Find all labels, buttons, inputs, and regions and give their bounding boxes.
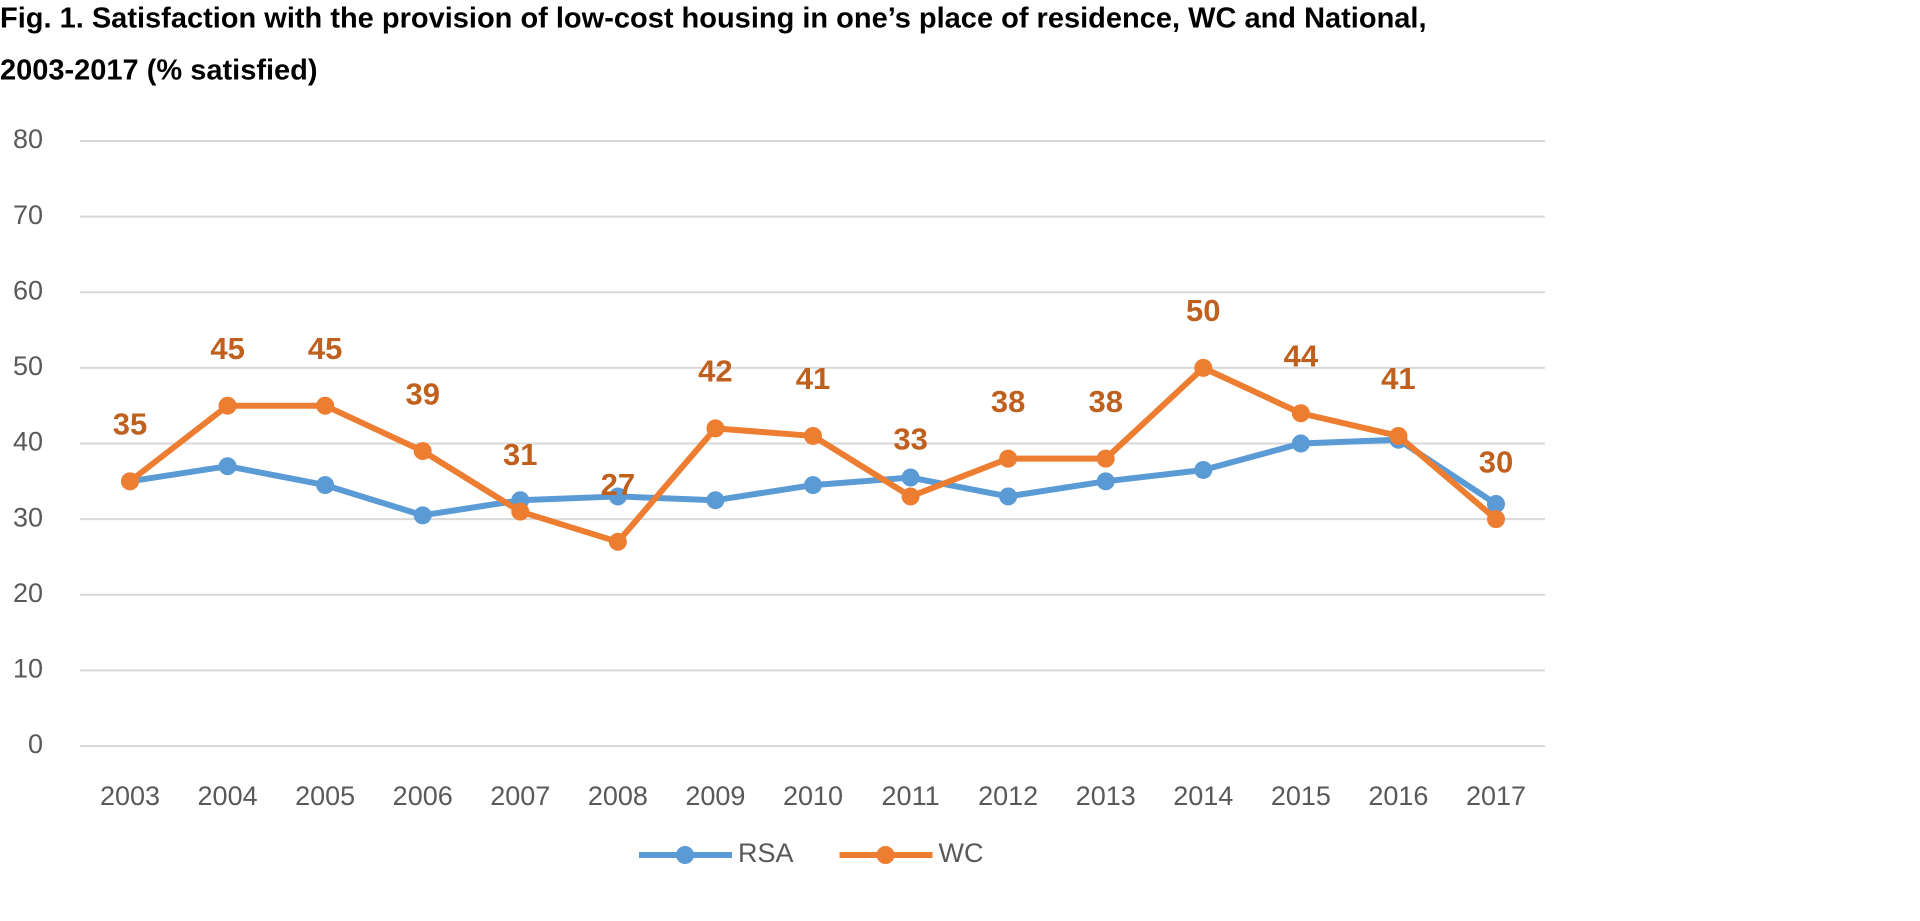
point [121,472,139,491]
point [999,487,1018,506]
point [706,419,725,438]
data-label: 38 [991,384,1025,419]
y-tick-label: 30 [13,502,43,532]
data-label: 45 [210,331,244,366]
legend-label: WC [939,838,984,868]
data-label: 38 [1088,384,1122,419]
point [413,506,432,525]
data-label: 45 [308,331,342,366]
point [218,457,237,476]
point [1194,358,1213,377]
y-tick-label: 80 [13,124,43,154]
y-tick-label: 20 [13,578,43,608]
point [316,396,335,415]
point [1291,404,1310,423]
legend-marker [676,846,694,864]
data-label: 27 [601,467,635,502]
y-tick-label: 10 [13,654,43,684]
legend-label: RSA [738,838,794,868]
point [804,426,822,445]
x-tick-label: 2008 [588,781,648,811]
x-tick-label: 2006 [393,781,453,811]
point [1194,460,1213,479]
data-label: 41 [1381,361,1415,396]
point [218,396,237,415]
x-tick-label: 2010 [783,781,843,811]
point [1096,449,1115,468]
x-tick-label: 2004 [198,781,258,811]
point [413,442,432,461]
y-tick-label: 40 [13,427,43,457]
data-label: 50 [1186,293,1220,328]
data-label: 35 [113,407,147,442]
x-tick-label: 2005 [295,781,355,811]
chart-title: Fig. 1. Satisfaction with the provision … [0,3,1427,35]
x-tick-label: 2014 [1173,781,1233,811]
point [804,476,822,495]
point [1487,495,1505,513]
point [1291,434,1310,453]
data-label: 44 [1284,338,1319,373]
data-label: 31 [503,437,537,472]
data-label: 30 [1479,444,1513,479]
x-tick-label: 2011 [882,781,940,811]
point [901,487,920,506]
point [608,532,627,551]
point [511,502,530,521]
data-label: 41 [796,361,830,396]
point [1487,510,1505,529]
chart-title: 2003-2017 (% satisfied) [0,55,318,87]
point [608,487,627,506]
x-tick-label: 2017 [1466,781,1526,811]
y-tick-label: 60 [13,275,43,305]
x-tick-label: 2012 [978,781,1038,811]
point [1389,426,1408,445]
data-label: 33 [893,422,927,457]
x-tick-label: 2003 [100,781,160,811]
x-tick-label: 2013 [1076,781,1136,811]
data-label: 42 [698,354,732,389]
y-tick-label: 70 [13,200,43,230]
y-tick-label: 50 [13,351,43,381]
point [706,491,725,510]
x-tick-label: 2009 [685,781,745,811]
y-tick-label: 0 [28,729,43,759]
point [901,468,920,487]
x-tick-label: 2015 [1271,781,1331,811]
x-tick-label: 2007 [490,781,550,811]
data-label: 39 [405,376,439,411]
x-tick-label: 2016 [1368,781,1428,811]
point [999,449,1018,468]
legend-marker [876,846,895,864]
point [316,476,335,495]
point [1096,472,1115,491]
